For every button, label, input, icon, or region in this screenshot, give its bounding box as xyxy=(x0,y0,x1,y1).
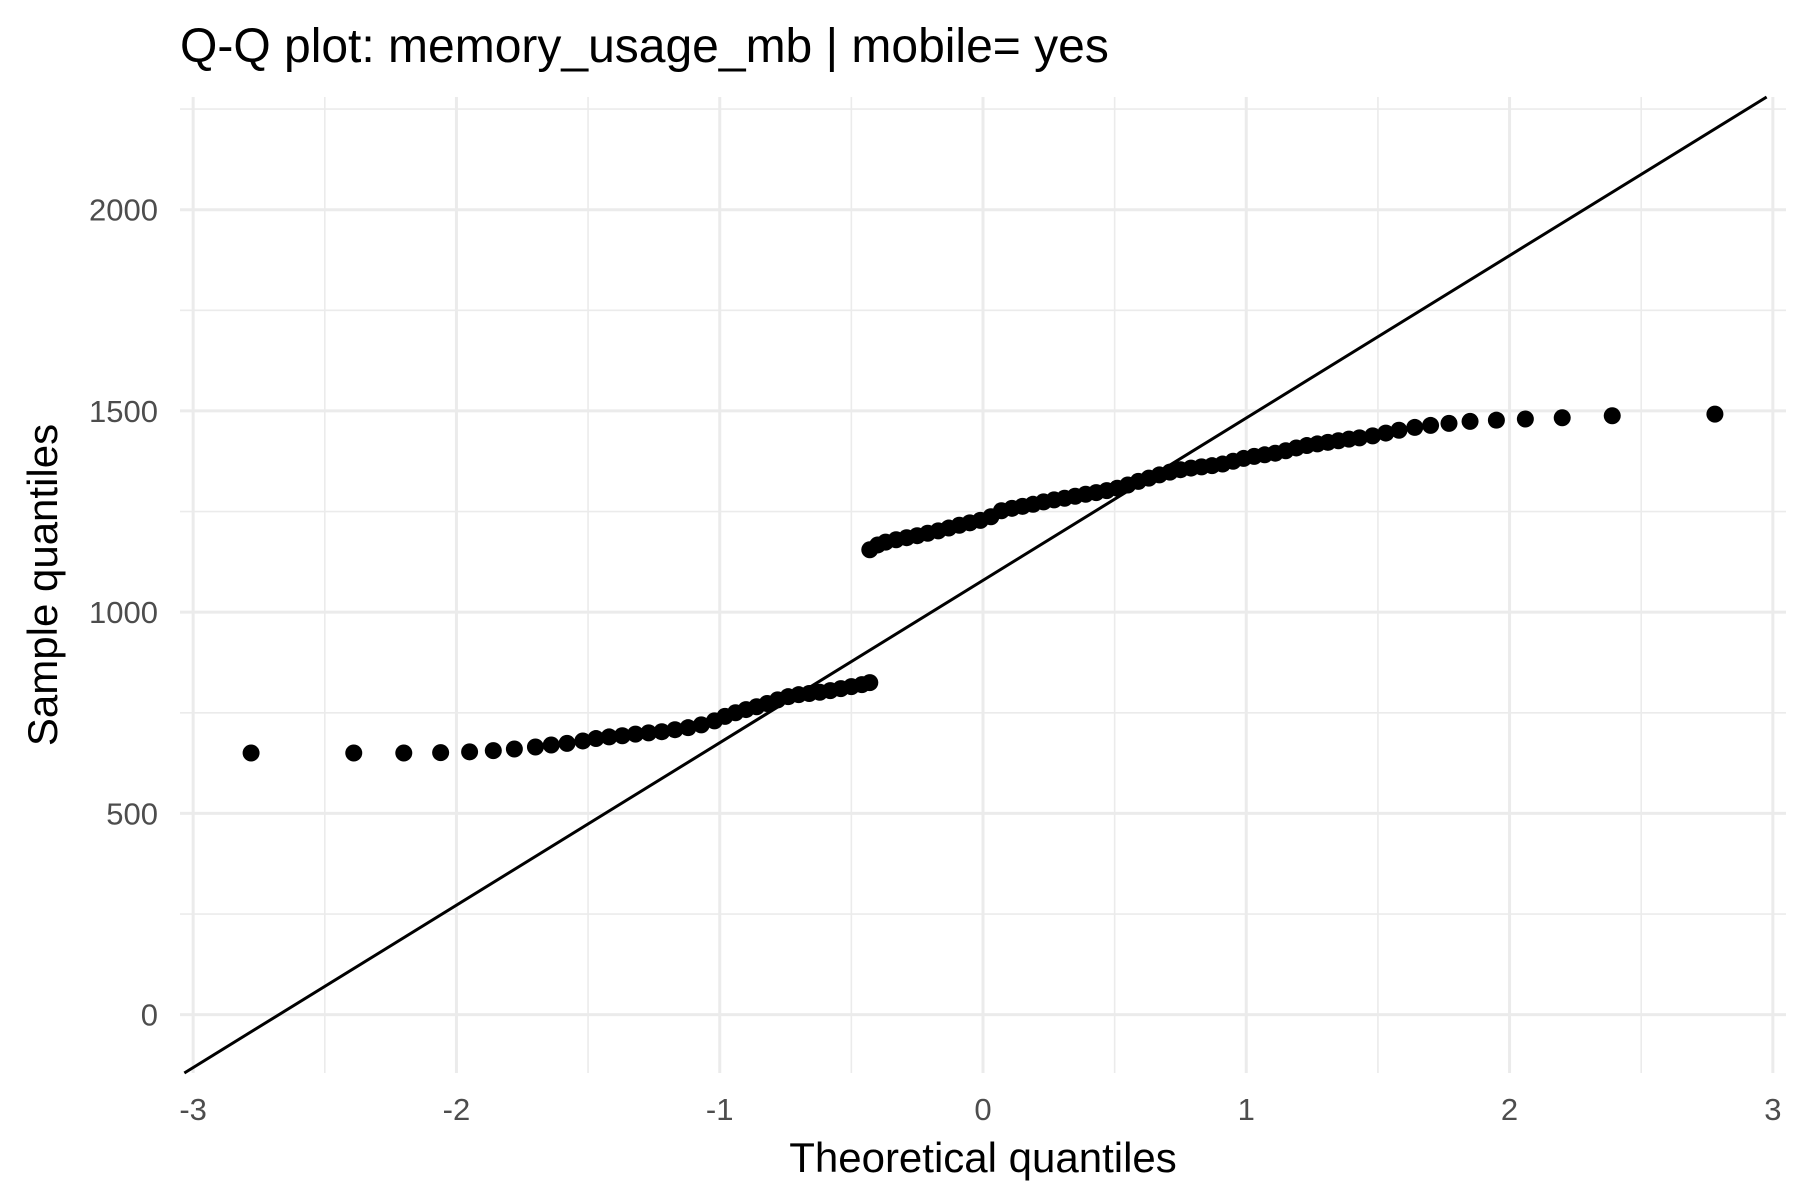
y-tick-label: 0 xyxy=(141,998,158,1033)
data-point xyxy=(1461,412,1479,430)
y-tick-label: 500 xyxy=(106,796,158,831)
x-tick-label: -2 xyxy=(443,1092,471,1127)
data-point xyxy=(1377,424,1395,442)
data-point xyxy=(542,736,560,754)
data-point xyxy=(345,744,363,762)
grid xyxy=(180,97,1786,1073)
data-point xyxy=(395,744,413,762)
data-point xyxy=(1487,411,1505,429)
data-point xyxy=(679,719,697,737)
x-tick-label: 3 xyxy=(1764,1092,1781,1127)
reference-line xyxy=(183,95,1768,1075)
data-point xyxy=(600,728,618,746)
data-point xyxy=(242,744,260,762)
y-tick-label: 1000 xyxy=(89,595,158,630)
data-point xyxy=(1603,407,1621,425)
x-tick-label: -3 xyxy=(179,1092,207,1127)
data-point xyxy=(1440,414,1458,432)
data-point xyxy=(1706,405,1724,423)
x-tick-label: -1 xyxy=(706,1092,734,1127)
data-point xyxy=(626,725,644,743)
data-point xyxy=(558,734,576,752)
data-point xyxy=(461,743,479,761)
y-axis-ticks: 0 500 1000 1500 2000 xyxy=(89,193,158,1033)
data-point xyxy=(861,674,879,692)
reference-line-group xyxy=(183,95,1768,1075)
data-point xyxy=(1390,421,1408,439)
data-point xyxy=(1350,429,1368,447)
data-point xyxy=(1553,409,1571,427)
data-point xyxy=(666,721,684,739)
data-point xyxy=(526,738,544,756)
y-axis-title: Sample quantiles xyxy=(19,424,66,746)
data-point xyxy=(613,727,631,745)
x-tick-label: 0 xyxy=(974,1092,991,1127)
data-point xyxy=(653,723,671,741)
data-point xyxy=(1364,427,1382,445)
data-point xyxy=(484,742,502,760)
points xyxy=(242,405,1724,762)
data-point xyxy=(574,732,592,750)
x-tick-label: 2 xyxy=(1501,1092,1518,1127)
x-axis-ticks: -3 -2 -1 0 1 2 3 xyxy=(179,1092,1781,1127)
data-point xyxy=(432,744,450,762)
data-point xyxy=(1406,418,1424,436)
y-tick-label: 2000 xyxy=(89,193,158,228)
chart-title: Q-Q plot: memory_usage_mb | mobile= yes xyxy=(180,20,1109,73)
y-tick-label: 1500 xyxy=(89,394,158,429)
x-axis-title: Theoretical quantiles xyxy=(789,1134,1177,1181)
data-point xyxy=(1516,410,1534,428)
data-point xyxy=(640,724,658,742)
x-tick-label: 1 xyxy=(1238,1092,1255,1127)
data-point xyxy=(692,716,710,734)
data-point xyxy=(505,740,523,758)
data-point xyxy=(1422,416,1440,434)
data-point xyxy=(587,730,605,748)
